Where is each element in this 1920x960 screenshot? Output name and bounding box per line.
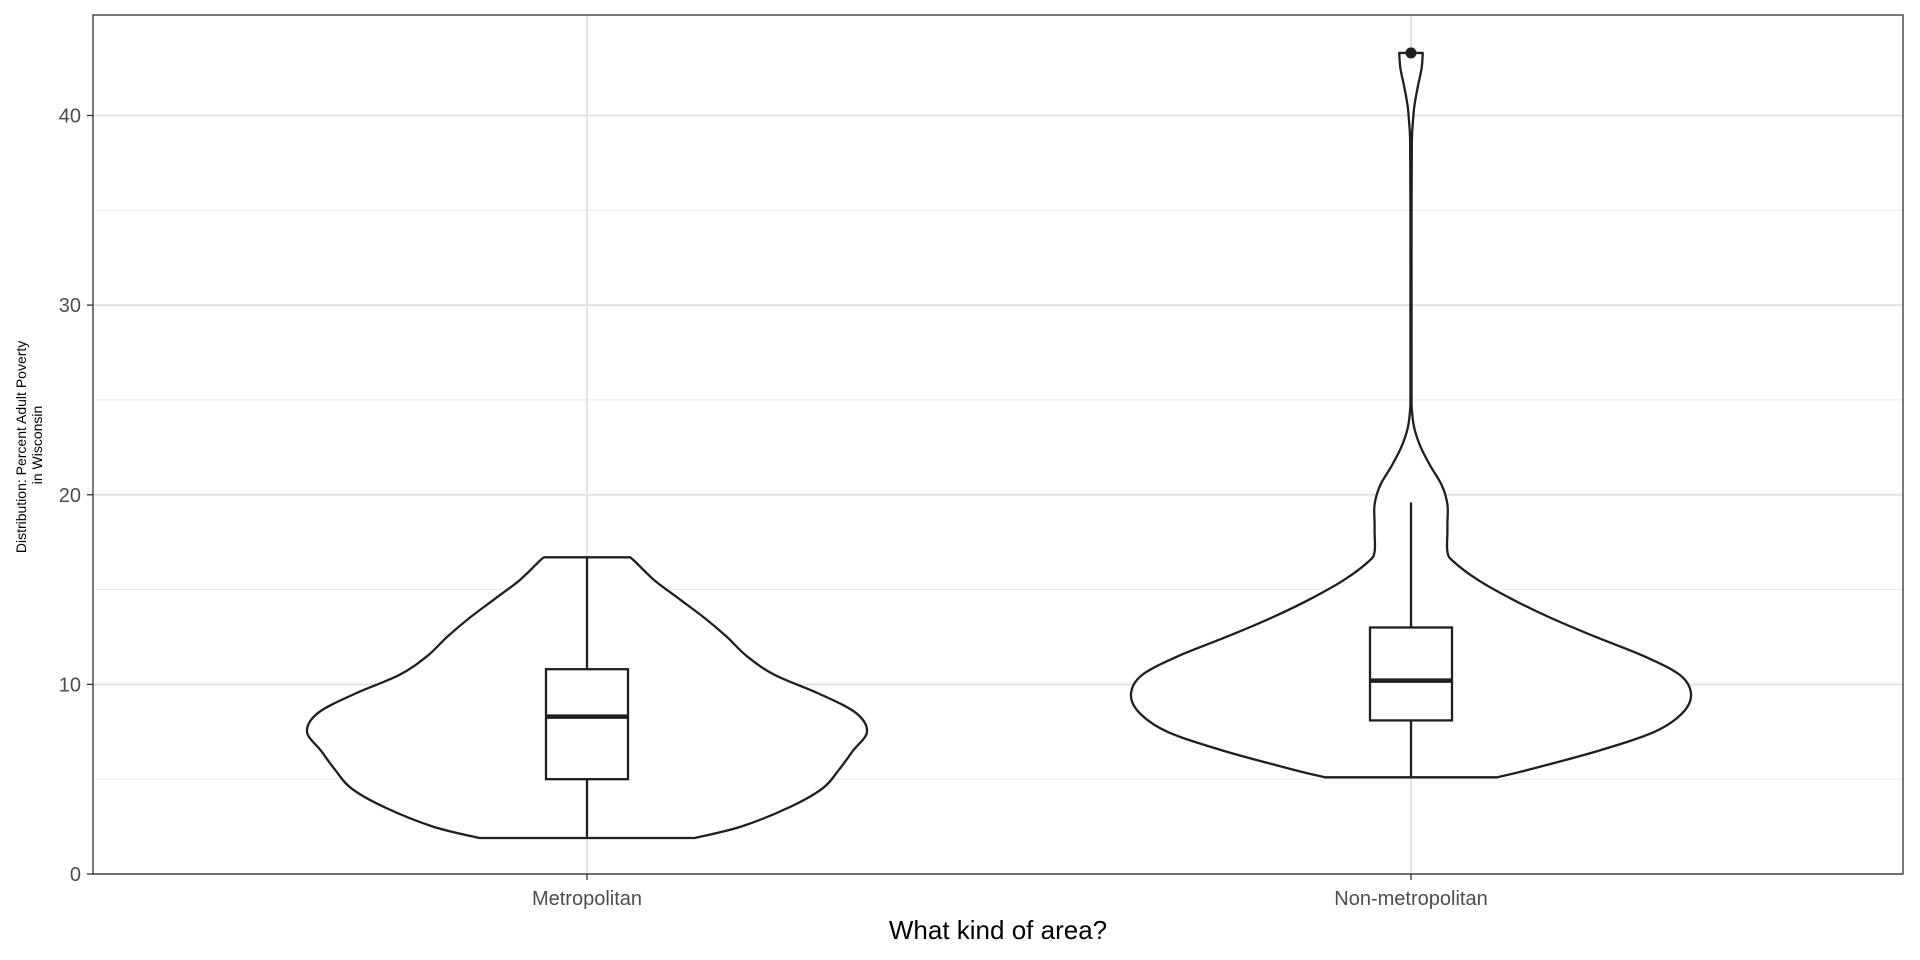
box-iqr xyxy=(1368,626,1454,722)
y-tick-label: 0 xyxy=(70,864,81,886)
y-tick-label: 40 xyxy=(59,106,81,128)
y-axis-title: Distribution: Percent Adult Poverty in W… xyxy=(13,337,45,553)
box-iqr xyxy=(544,668,630,781)
boxplots xyxy=(544,47,1454,838)
y-tick-label: 10 xyxy=(59,674,81,696)
y-tick-label: 20 xyxy=(59,485,81,507)
violin-shapes xyxy=(305,51,1693,840)
y-axis-title-line-1: Distribution: Percent Adult Poverty xyxy=(13,341,29,553)
x-tick-label: Non-metropolitan xyxy=(1334,888,1487,910)
violin-non-metropolitan xyxy=(1129,51,1693,779)
plot-panel-border xyxy=(92,14,1904,875)
outlier-point xyxy=(1405,47,1417,59)
y-tick-label: 30 xyxy=(59,295,81,317)
x-tick-label: Metropolitan xyxy=(532,888,642,910)
x-axis-title: What kind of area? xyxy=(889,915,1107,945)
axes: 0 10 20 30 40 Metropolitan Non-metropolitan xyxy=(59,106,1488,910)
y-axis-title-line-2: in Wisconsin xyxy=(29,406,45,485)
